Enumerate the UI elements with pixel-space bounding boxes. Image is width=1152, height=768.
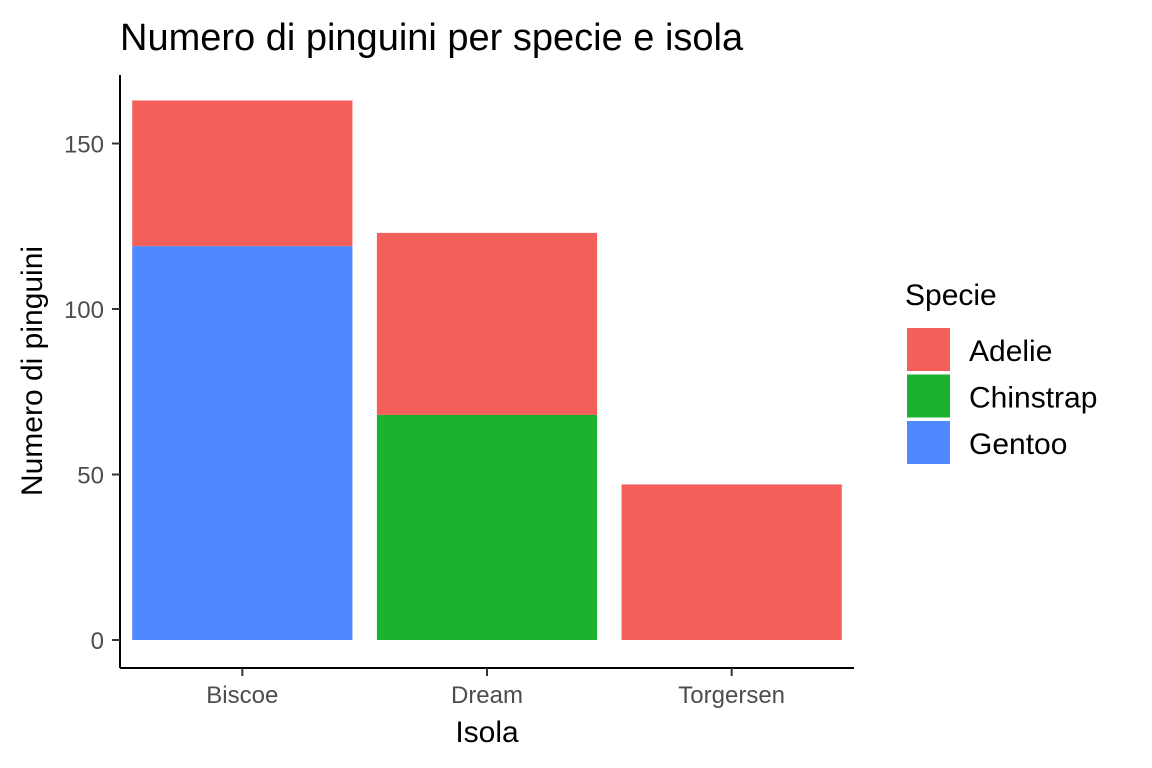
bar-dream-chinstrap xyxy=(376,414,598,640)
bar-biscoe-gentoo xyxy=(132,246,353,641)
legend-swatch-chinstrap xyxy=(907,374,950,418)
y-axis-ticks: 0 50 100 150 xyxy=(64,132,120,655)
legend: Specie Adelie Chinstrap Gentoo xyxy=(905,279,1097,464)
y-tick-label: 100 xyxy=(64,297,104,324)
plot-area xyxy=(132,100,842,641)
legend-swatch-adelie xyxy=(907,328,950,371)
bar-torgersen-adelie xyxy=(621,484,842,640)
y-tick-label: 0 xyxy=(91,628,104,655)
x-tick-label: Biscoe xyxy=(206,682,278,709)
legend-swatch-gentoo xyxy=(907,421,950,464)
x-axis-ticks: Biscoe Dream Torgersen xyxy=(206,668,785,709)
legend-label-gentoo: Gentoo xyxy=(969,428,1067,461)
legend-label-chinstrap: Chinstrap xyxy=(969,382,1097,415)
y-tick-label: 50 xyxy=(77,463,104,490)
bar-biscoe-adelie xyxy=(132,100,353,247)
y-axis-title: Numero di pinguini xyxy=(16,246,49,496)
legend-label-adelie: Adelie xyxy=(969,335,1052,368)
x-tick-label: Dream xyxy=(451,682,523,709)
x-axis-title: Isola xyxy=(455,716,519,749)
bar-dream-adelie xyxy=(376,232,598,415)
y-tick-label: 150 xyxy=(64,132,104,159)
chart-title: Numero di pinguini per specie e isola xyxy=(120,17,744,59)
legend-title: Specie xyxy=(905,279,997,312)
x-tick-label: Torgersen xyxy=(678,682,785,709)
